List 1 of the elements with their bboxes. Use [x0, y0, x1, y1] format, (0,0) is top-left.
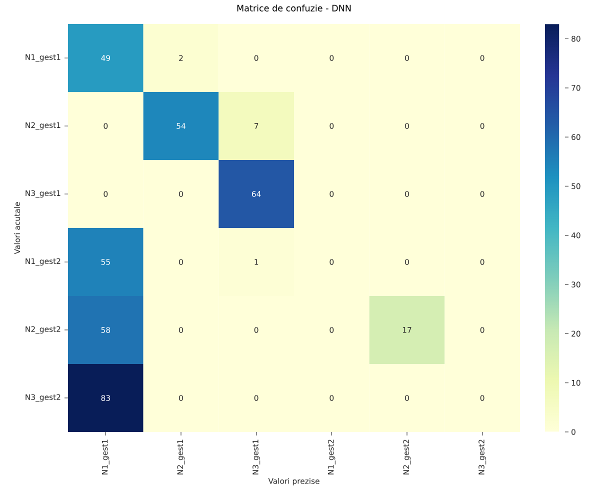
chart-title: Matrice de confuzie - DNN	[237, 4, 351, 12]
